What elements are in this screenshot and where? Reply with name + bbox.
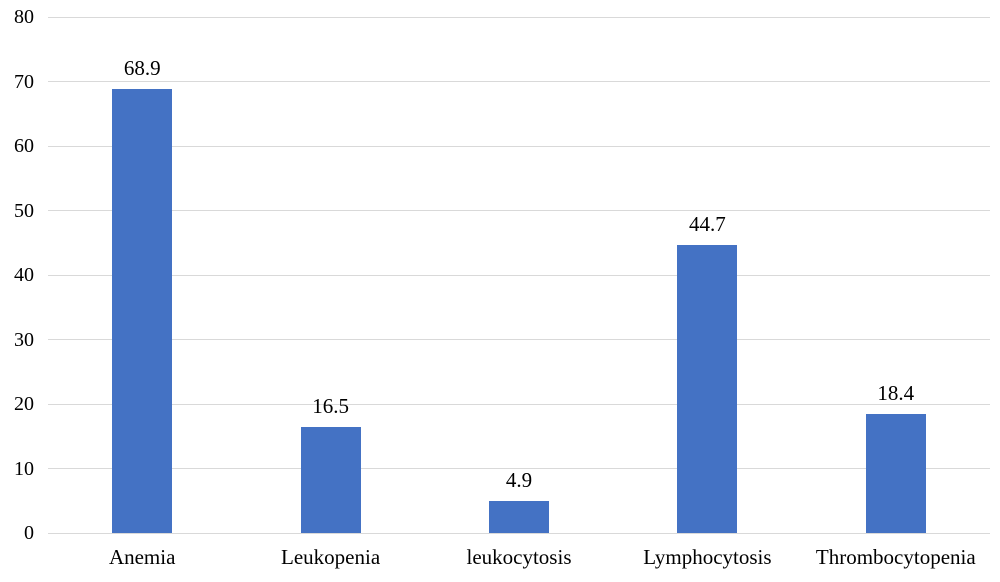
category-label-thrombocytopenia: Thrombocytopenia <box>815 545 976 569</box>
gridline-80 <box>48 16 990 18</box>
bar-lymphocytosis <box>677 244 738 533</box>
bar-leukopenia <box>300 426 361 533</box>
y-tick-label-40: 40 <box>14 264 34 286</box>
gridline-40 <box>48 274 990 276</box>
y-tick-label-10: 10 <box>14 457 34 480</box>
data-label-leukocytosis: 4.9 <box>505 468 533 493</box>
data-label-lymphocytosis: 44.7 <box>689 211 726 236</box>
category-label-leukopenia: Leukopenia <box>281 545 381 569</box>
y-tick-label-30: 30 <box>14 328 34 351</box>
gridline-30 <box>48 339 990 340</box>
gridline-10 <box>48 468 990 469</box>
gridline-70 <box>48 81 990 82</box>
gridline-0 <box>48 532 990 534</box>
gridline-20 <box>48 403 990 405</box>
y-tick-label-50: 50 <box>14 199 34 222</box>
data-label-anemia: 68.9 <box>123 55 161 80</box>
category-label-anemia: Anemia <box>108 545 176 569</box>
data-label-leukopenia: 16.5 <box>312 393 349 418</box>
bar-thrombocytopenia <box>865 414 926 533</box>
category-label-lymphocytosis: Lymphocytosis <box>643 545 772 569</box>
y-tick-label-80: 80 <box>14 6 34 28</box>
y-tick-label-0: 0 <box>24 522 34 544</box>
gridline-50 <box>48 210 990 211</box>
bar-anemia <box>112 88 173 533</box>
bar-leukocytosis <box>489 501 549 533</box>
y-tick-label-60: 60 <box>14 135 34 157</box>
category-label-leukocytosis: leukocytosis <box>466 545 572 569</box>
gridline-60 <box>48 145 990 147</box>
data-label-thrombocytopenia: 18.4 <box>877 381 915 406</box>
y-tick-label-70: 70 <box>14 70 34 93</box>
y-tick-label-20: 20 <box>14 393 34 415</box>
